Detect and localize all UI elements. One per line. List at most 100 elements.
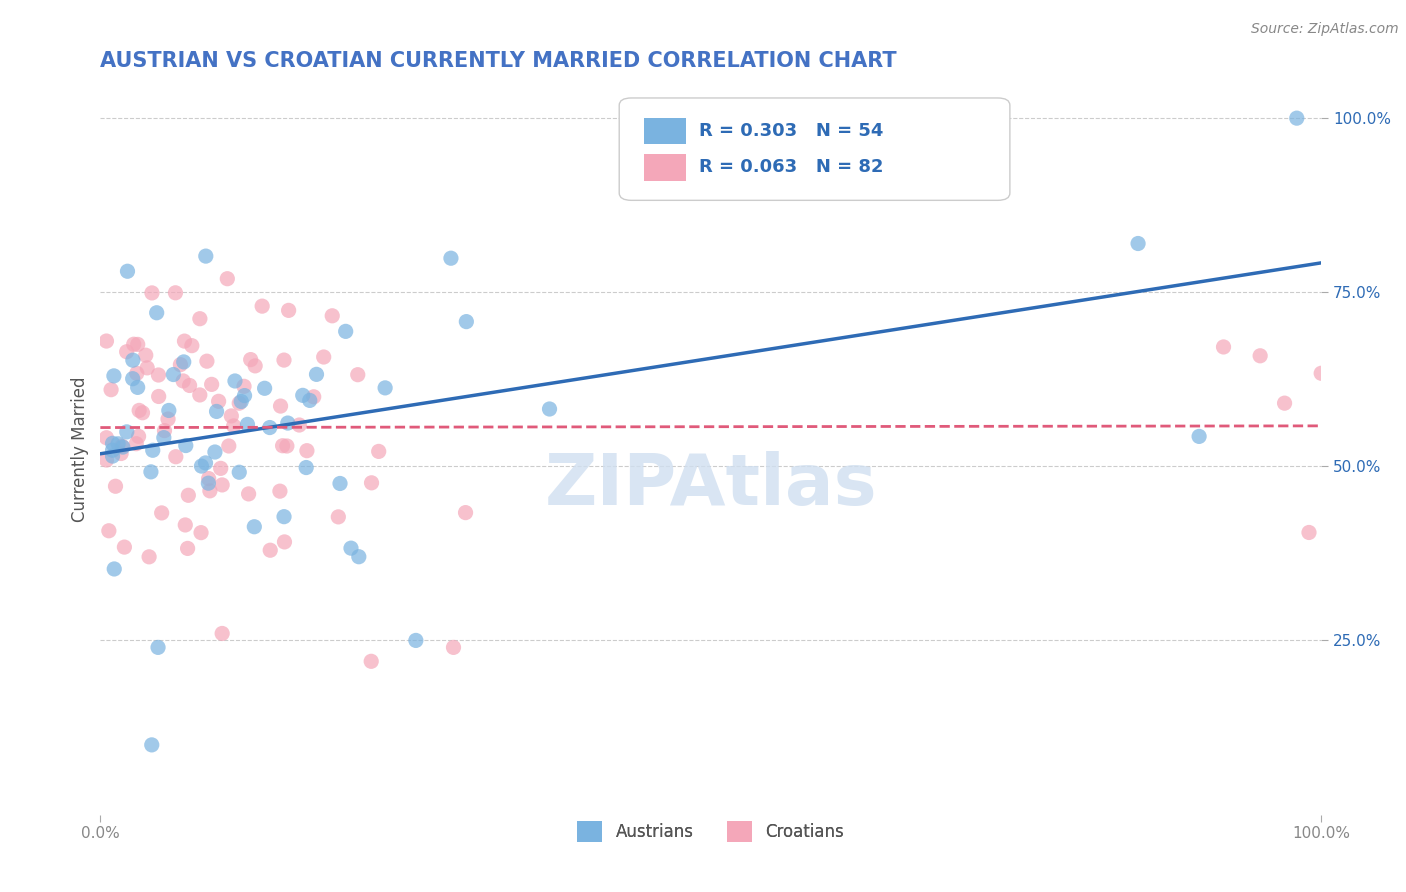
Croatians	[250, 299, 273, 313]
Austrians	[277, 416, 299, 430]
Austrians	[253, 381, 276, 395]
Croatians	[96, 453, 118, 467]
Croatians	[217, 271, 239, 285]
Austrians	[117, 264, 139, 278]
Croatians	[165, 450, 187, 464]
Croatians	[165, 285, 187, 300]
Y-axis label: Currently Married: Currently Married	[72, 376, 89, 522]
Austrians	[121, 372, 143, 386]
Croatians	[122, 337, 145, 351]
Austrians	[121, 353, 143, 368]
Austrians	[153, 431, 176, 445]
Croatians	[127, 337, 149, 351]
Croatians	[367, 444, 389, 458]
Croatians	[157, 412, 180, 426]
Croatians	[100, 383, 122, 397]
Austrians	[103, 368, 125, 383]
Croatians	[1212, 340, 1234, 354]
Austrians	[190, 459, 212, 474]
Croatians	[454, 506, 477, 520]
Croatians	[110, 446, 132, 460]
Croatians	[211, 626, 233, 640]
Croatians	[153, 424, 176, 438]
Text: AUSTRIAN VS CROATIAN CURRENTLY MARRIED CORRELATION CHART: AUSTRIAN VS CROATIAN CURRENTLY MARRIED C…	[100, 51, 897, 70]
Austrians	[538, 402, 561, 417]
Croatians	[128, 429, 150, 443]
Austrians	[298, 393, 321, 408]
Croatians	[180, 339, 202, 353]
Austrians	[233, 388, 256, 402]
Croatians	[136, 360, 159, 375]
Austrians	[197, 476, 219, 491]
Croatians	[141, 285, 163, 300]
Croatians	[209, 461, 232, 475]
Austrians	[157, 403, 180, 417]
Text: ZIPAtlas: ZIPAtlas	[544, 451, 877, 520]
Croatians	[125, 367, 148, 381]
Croatians	[270, 399, 292, 413]
Austrians	[139, 465, 162, 479]
Croatians	[179, 378, 201, 392]
Croatians	[273, 353, 295, 368]
Croatians	[228, 396, 250, 410]
Croatians	[115, 344, 138, 359]
Croatians	[96, 334, 118, 348]
Croatians	[288, 417, 311, 432]
Austrians	[1126, 236, 1149, 251]
Croatians	[148, 389, 170, 403]
Austrians	[335, 324, 357, 338]
Croatians	[277, 303, 299, 318]
Austrians	[231, 394, 253, 409]
Croatians	[148, 368, 170, 382]
Croatians	[233, 379, 256, 393]
Croatians	[1249, 349, 1271, 363]
Austrians	[405, 633, 427, 648]
Croatians	[97, 524, 120, 538]
Croatians	[312, 350, 335, 364]
Croatians	[259, 543, 281, 558]
Croatians	[177, 488, 200, 502]
Austrians	[374, 381, 396, 395]
Austrians	[141, 738, 163, 752]
Austrians	[194, 456, 217, 470]
Austrians	[101, 436, 124, 450]
Austrians	[295, 460, 318, 475]
Austrians	[174, 438, 197, 452]
Croatians	[218, 439, 240, 453]
Croatians	[328, 509, 350, 524]
Austrians	[259, 420, 281, 434]
Croatians	[222, 418, 245, 433]
Croatians	[111, 439, 134, 453]
Croatians	[172, 374, 194, 388]
Croatians	[239, 352, 262, 367]
Austrians	[1188, 429, 1211, 443]
Austrians	[1285, 111, 1308, 125]
Austrians	[340, 541, 363, 556]
Austrians	[162, 368, 184, 382]
Croatians	[211, 478, 233, 492]
Croatians	[346, 368, 368, 382]
Austrians	[142, 443, 165, 458]
Croatians	[190, 525, 212, 540]
Austrians	[127, 380, 149, 394]
Legend: Austrians, Croatians: Austrians, Croatians	[569, 813, 852, 850]
Croatians	[125, 436, 148, 450]
Croatians	[1274, 396, 1296, 410]
Croatians	[135, 348, 157, 362]
Text: Source: ZipAtlas.com: Source: ZipAtlas.com	[1251, 22, 1399, 37]
Austrians	[236, 417, 259, 432]
Austrians	[194, 249, 217, 263]
FancyBboxPatch shape	[619, 98, 1010, 201]
Austrians	[205, 404, 228, 418]
Croatians	[188, 311, 211, 326]
Croatians	[176, 541, 198, 556]
Austrians	[243, 520, 266, 534]
Austrians	[329, 476, 352, 491]
Croatians	[173, 334, 195, 348]
Austrians	[305, 368, 328, 382]
Austrians	[111, 440, 134, 454]
Croatians	[138, 549, 160, 564]
Austrians	[273, 509, 295, 524]
Croatians	[271, 439, 294, 453]
Croatians	[443, 640, 465, 655]
